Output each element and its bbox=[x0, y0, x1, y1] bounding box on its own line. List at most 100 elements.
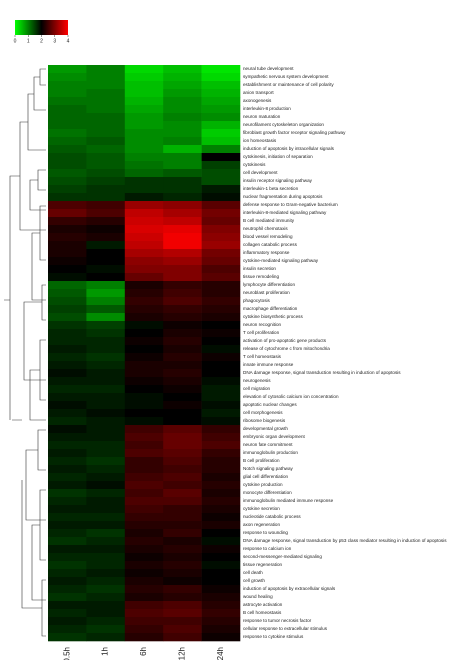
heatmap-cell bbox=[124, 249, 164, 258]
heatmap-cell bbox=[124, 481, 164, 490]
row-label: cell development bbox=[243, 170, 278, 175]
heatmap-cell bbox=[48, 513, 87, 522]
colorbar-tick-label: 4 bbox=[67, 38, 70, 44]
heatmap-cell bbox=[48, 481, 87, 490]
heatmap-cell bbox=[48, 153, 87, 162]
heatmap-cell bbox=[201, 489, 241, 498]
heatmap-cell bbox=[163, 369, 202, 378]
heatmap-cell bbox=[48, 497, 87, 506]
heatmap-cell bbox=[201, 225, 241, 234]
heatmap-cell bbox=[201, 289, 241, 298]
heatmap-cell bbox=[201, 513, 241, 522]
heatmap-cell bbox=[48, 377, 87, 386]
row-label: phagocytosis bbox=[243, 298, 271, 303]
heatmap-cell bbox=[86, 161, 126, 170]
colorbar-tick-label: 3 bbox=[53, 38, 56, 44]
row-label: neurofilament cytoskeleton organization bbox=[243, 122, 324, 127]
heatmap-cell bbox=[124, 465, 164, 474]
heatmap-cell bbox=[48, 97, 87, 106]
row-label: cellular response to extracellular stimu… bbox=[243, 626, 328, 631]
heatmap-cell bbox=[124, 81, 164, 90]
heatmap-cell bbox=[124, 241, 164, 250]
heatmap-cell bbox=[86, 217, 126, 226]
heatmap-cell bbox=[48, 89, 87, 98]
row-label: cytokinesis bbox=[243, 162, 266, 167]
heatmap-cell bbox=[48, 569, 87, 578]
heatmap-cell bbox=[86, 177, 126, 186]
heatmap-cell bbox=[201, 113, 241, 122]
heatmap-cell bbox=[163, 169, 202, 178]
heatmap-cell bbox=[124, 625, 164, 634]
heatmap-cell bbox=[48, 281, 87, 290]
row-label: Notch signaling pathway bbox=[243, 466, 293, 471]
heatmap-cell bbox=[48, 209, 87, 218]
heatmap-cell bbox=[48, 601, 87, 610]
row-label: response to cytokine stimulus bbox=[243, 634, 304, 639]
heatmap-cell bbox=[48, 561, 87, 570]
row-label: innate immune response bbox=[243, 362, 294, 367]
row-label: collagen catabolic process bbox=[243, 242, 298, 247]
colorbar-tick-label: 0 bbox=[14, 38, 17, 44]
row-label: axonogenesis bbox=[243, 98, 272, 103]
heatmap-cell bbox=[48, 321, 87, 330]
heatmap-cell bbox=[201, 161, 241, 170]
heatmap-cell bbox=[201, 409, 241, 418]
heatmap-cell bbox=[48, 241, 87, 250]
row-label: ribosome biogenesis bbox=[243, 418, 286, 423]
heatmap-cell bbox=[124, 449, 164, 458]
heatmap-cell bbox=[48, 353, 87, 362]
heatmap-cell bbox=[201, 273, 241, 282]
column-label: 12h bbox=[178, 647, 187, 660]
heatmap-cell bbox=[48, 401, 87, 410]
row-label: embryonic organ development bbox=[243, 434, 306, 439]
heatmap-cell bbox=[201, 601, 241, 610]
heatmap-cell bbox=[48, 81, 87, 90]
heatmap-cell bbox=[163, 129, 202, 138]
heatmap-cell bbox=[124, 73, 164, 82]
heatmap-cell bbox=[86, 121, 126, 130]
heatmap-cell bbox=[86, 633, 126, 642]
heatmap-cell bbox=[201, 377, 241, 386]
heatmap-cell bbox=[124, 585, 164, 594]
heatmap-cell bbox=[124, 193, 164, 202]
heatmap-cell bbox=[201, 281, 241, 290]
row-label: induction of apoptosis by extracellular … bbox=[243, 586, 336, 591]
heatmap-cell bbox=[201, 585, 241, 594]
heatmap-cell bbox=[86, 241, 126, 250]
heatmap-cell bbox=[201, 329, 241, 338]
heatmap-cell bbox=[163, 545, 202, 554]
heatmap-cell bbox=[48, 345, 87, 354]
heatmap-cell bbox=[124, 393, 164, 402]
heatmap-cell bbox=[201, 209, 241, 218]
heatmap-cell bbox=[124, 257, 164, 266]
heatmap-cell bbox=[163, 305, 202, 314]
heatmap-cell bbox=[124, 289, 164, 298]
heatmap-cell bbox=[163, 633, 202, 642]
heatmap-cell bbox=[124, 529, 164, 538]
heatmap-cell bbox=[86, 593, 126, 602]
row-label: wound healing bbox=[243, 594, 273, 599]
heatmap-cell bbox=[201, 313, 241, 322]
heatmap-cell bbox=[201, 89, 241, 98]
heatmap-cell bbox=[86, 617, 126, 626]
heatmap-cell bbox=[48, 489, 87, 498]
heatmap-cell bbox=[163, 513, 202, 522]
heatmap-cell bbox=[163, 489, 202, 498]
heatmap-cell bbox=[124, 185, 164, 194]
heatmap-cell bbox=[86, 601, 126, 610]
heatmap-cell bbox=[86, 169, 126, 178]
row-label: response to wounding bbox=[243, 530, 288, 535]
heatmap-cell bbox=[86, 457, 126, 466]
heatmap-cell bbox=[86, 497, 126, 506]
heatmap-cell bbox=[201, 425, 241, 434]
heatmap-cell bbox=[201, 321, 241, 330]
heatmap-cell bbox=[48, 145, 87, 154]
row-label: cell migration bbox=[243, 386, 271, 391]
heatmap-cell bbox=[163, 441, 202, 450]
heatmap-cell bbox=[48, 425, 87, 434]
heatmap-cell bbox=[124, 305, 164, 314]
heatmap-cell bbox=[201, 617, 241, 626]
row-label: neuroblast proliferation bbox=[243, 290, 290, 295]
heatmap-cell bbox=[163, 137, 202, 146]
heatmap-cell bbox=[201, 521, 241, 530]
